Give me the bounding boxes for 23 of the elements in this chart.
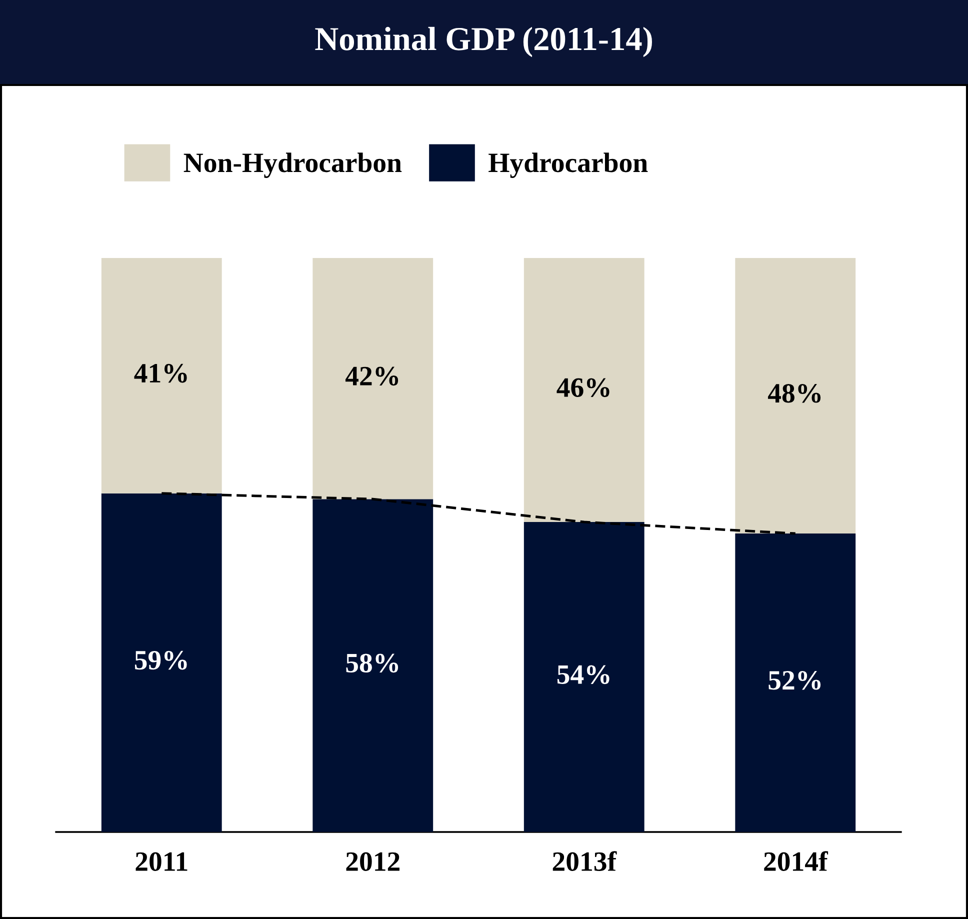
data-label: 54% (557, 665, 610, 684)
x-tick-label: 2011 (136, 852, 188, 871)
bar (101, 493, 222, 832)
legend-label: Hydrocarbon (488, 152, 648, 178)
data-label: 42% (345, 366, 398, 386)
text: Nominal GDP (2011-14) (315, 26, 652, 58)
data-label: 58% (346, 654, 398, 673)
bar (312, 258, 434, 500)
x-tick-label: 2014f (764, 851, 828, 871)
bar (524, 258, 644, 522)
bar (312, 499, 434, 832)
data-label: 59% (134, 650, 187, 670)
data-label: 41% (134, 364, 187, 383)
legend-label: Non-Hydrocarbon (184, 152, 402, 178)
x-tick-label: 2012 (346, 852, 400, 871)
bar (524, 522, 644, 832)
bar (101, 258, 222, 494)
data-label: 52% (768, 670, 821, 690)
data-label: 46% (556, 378, 610, 398)
bar (735, 534, 856, 832)
data-label: 48% (768, 384, 821, 403)
bar (735, 258, 856, 534)
x-tick-label: 2013f (552, 851, 617, 871)
